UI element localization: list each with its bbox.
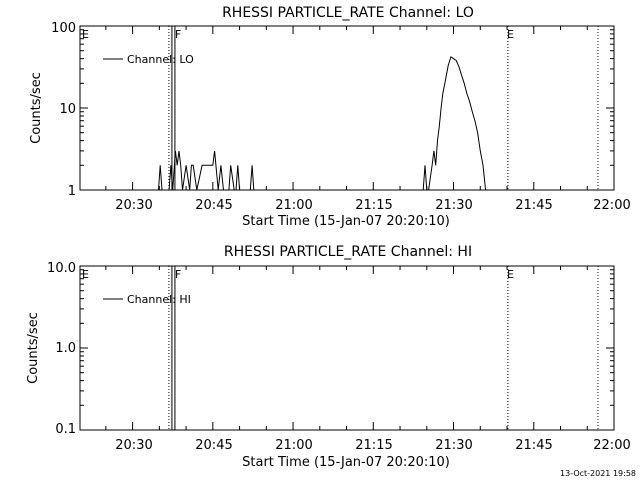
chart-title-lo: RHESSI PARTICLE_RATE Channel: LO [222, 5, 474, 21]
x-tick-label-lo-2045: 20:45 [195, 198, 232, 213]
y-tick-label-hi-10-0: 10.0 [47, 261, 76, 276]
chart-title-hi: RHESSI PARTICLE_RATE Channel: HI [224, 244, 472, 260]
x-tick-label-lo-2030: 20:30 [115, 198, 152, 213]
y-tick-label-hi-1-0: 1.0 [55, 341, 76, 356]
tick-marks-hi [80, 266, 615, 431]
x-tick-label-lo-2130: 21:30 [435, 198, 472, 213]
legend-label-hi: Channel: HI [127, 293, 191, 306]
footer-timestamp: 13-Oct-2021 19:58 [560, 469, 636, 478]
x-tick-label-lo-2145: 21:45 [515, 198, 552, 213]
x-tick-label-hi-2130: 21:30 [435, 438, 472, 453]
x-tick-label-lo-2100: 21:00 [275, 198, 312, 213]
x-axis-label-lo: Start Time (15-Jan-07 20:20:10) [242, 214, 450, 229]
y-tick-label-lo-10: 10 [59, 102, 76, 117]
y-axis-label-lo: Counts/sec [29, 72, 44, 144]
x-tick-label-hi-2145: 21:45 [515, 438, 552, 453]
y-tick-label-lo-100: 100 [51, 21, 76, 36]
x-tick-label-hi-2200: 22:00 [593, 438, 630, 453]
y-tick-label-lo-1: 1 [68, 184, 76, 199]
plot-frame-hi [79, 265, 615, 431]
marker-label-lo-e-start: E [82, 28, 89, 41]
y-tick-label-hi-0-1: 0.1 [55, 422, 76, 437]
y-axis-label-hi: Counts/sec [26, 312, 41, 384]
marker-label-lo-e-end: E [507, 28, 514, 41]
panel-hi: RHESSI PARTICLE_RATE Channel: HI Counts/… [26, 244, 631, 470]
x-tick-label-hi-2045: 20:45 [195, 438, 232, 453]
time-markers-lo [168, 26, 599, 190]
marker-label-hi-e-start: E [82, 268, 89, 281]
marker-label-lo-f: F [175, 28, 181, 41]
series-line-lo [158, 56, 502, 191]
marker-label-hi-f: F [175, 268, 181, 281]
x-tick-label-hi-2115: 21:15 [355, 438, 392, 453]
time-markers-hi [168, 266, 599, 430]
panel-lo: RHESSI PARTICLE_RATE Channel: LO Counts/… [29, 5, 631, 229]
x-axis-label-hi: Start Time (15-Jan-07 20:20:10) [242, 455, 450, 470]
x-tick-label-hi-2100: 21:00 [275, 438, 312, 453]
legend-label-lo: Channel: LO [127, 53, 194, 66]
x-tick-label-hi-2030: 20:30 [115, 438, 152, 453]
x-tick-label-lo-2115: 21:15 [355, 198, 392, 213]
tick-marks-lo [80, 26, 615, 191]
marker-label-hi-e-end: E [507, 268, 514, 281]
x-tick-label-lo-2200: 22:00 [593, 198, 630, 213]
